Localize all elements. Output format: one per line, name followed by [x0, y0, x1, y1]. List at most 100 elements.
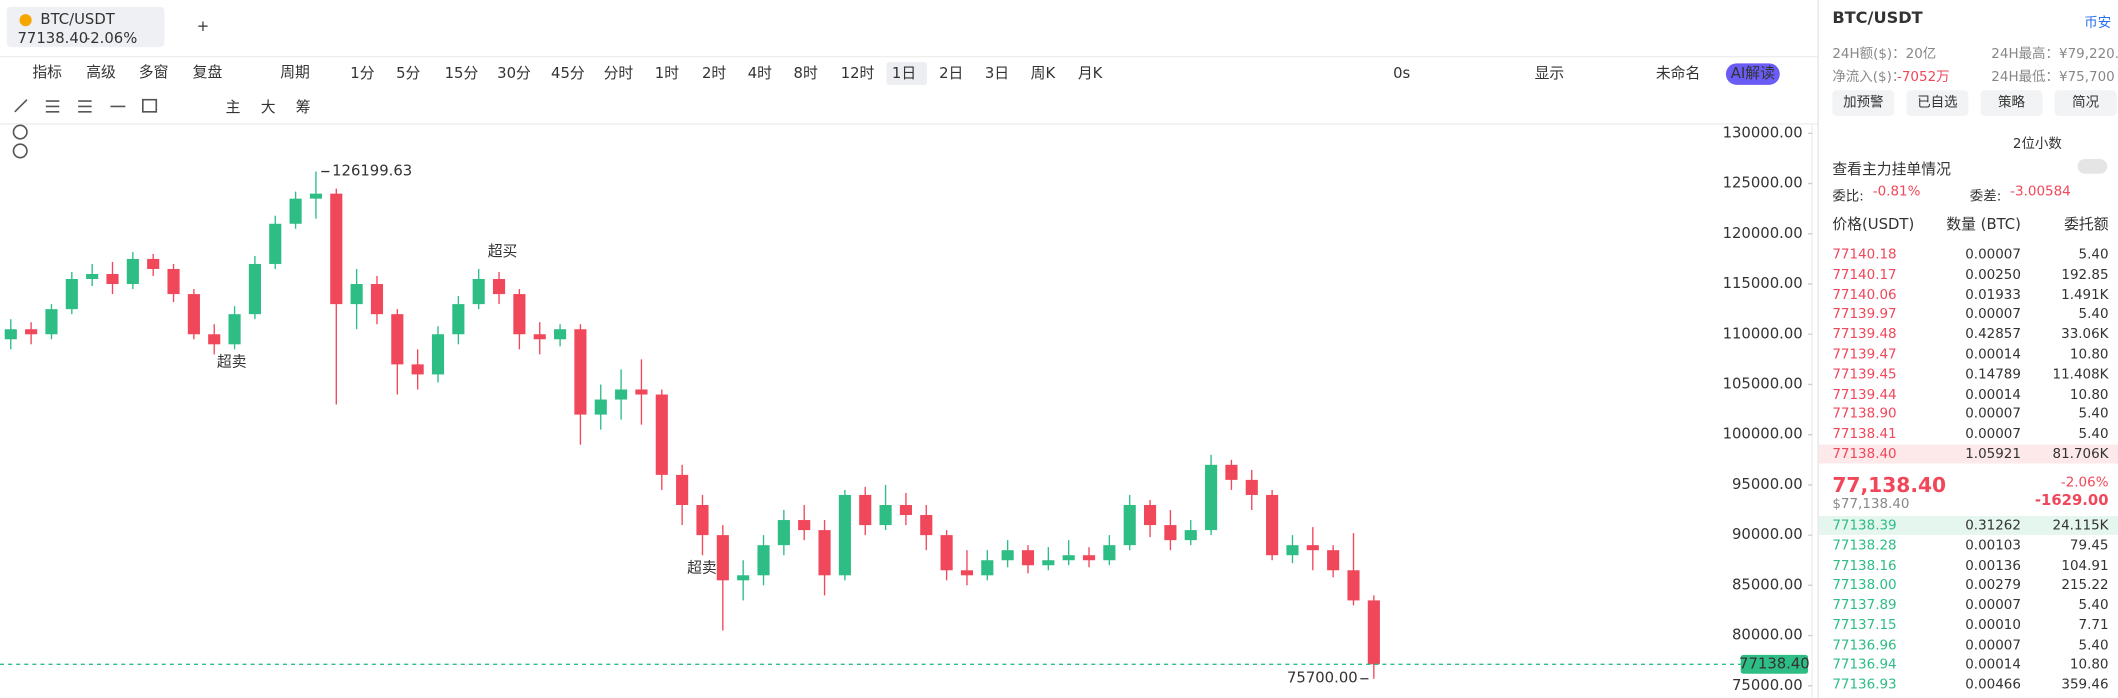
order-book: BTC/USDT 币安 24H额($)：20亿 24H最高：¥79,220.72 净流入… — [1817, 0, 2118, 698]
total: 104.91 — [2061, 558, 2109, 574]
candle-body — [289, 198, 302, 224]
qty: 0.00007 — [1965, 598, 2021, 614]
mid-price: 77,138.40 — [1832, 472, 1947, 498]
ai-label[interactable]: AI解读 — [1731, 65, 1775, 82]
button[interactable]: 加预警 — [1832, 90, 1895, 116]
indicator-button[interactable]: 大 — [261, 99, 276, 116]
total: 79.45 — [2069, 538, 2109, 554]
candle-body — [960, 570, 974, 576]
toolbar-item[interactable]: 指标 — [32, 64, 62, 81]
candle-body — [716, 535, 729, 581]
tab[interactable] — [6, 6, 165, 48]
total: 192.85 — [2061, 267, 2109, 283]
diff: -3.00584 — [2010, 184, 2071, 200]
candle-body — [147, 258, 160, 269]
stat: 24H最高：¥79,220.72 — [1991, 47, 2118, 62]
symbol: BTC/USDT — [1832, 8, 1923, 27]
candle-body — [757, 545, 770, 576]
qty: 0.00014 — [1965, 657, 2021, 673]
total: 33.06K — [2061, 327, 2109, 343]
toolbar-item[interactable]: 显示 — [1535, 65, 1565, 82]
indicator-button[interactable]: 筹 — [296, 99, 311, 116]
period[interactable]: 45分 — [551, 65, 585, 82]
candle-body — [1245, 479, 1258, 495]
period[interactable]: 30分 — [497, 65, 531, 82]
toolbar-item[interactable]: 周期 — [280, 64, 310, 81]
candle-body — [1347, 570, 1360, 601]
y-tick-label: 125000.00 — [1723, 175, 1803, 192]
mid-change-amount: -1629.00 — [2034, 491, 2109, 510]
button[interactable]: 简况 — [2054, 90, 2117, 116]
tab-symbol: BTC/USDT — [40, 11, 115, 28]
price: 77140.06 — [1832, 287, 1897, 303]
price: 77138.00 — [1832, 578, 1897, 594]
toolbar-item[interactable]: 复盘 — [193, 63, 223, 81]
last-price-label: 77138.40 — [1739, 655, 1810, 672]
candle-body — [187, 294, 200, 335]
toolbar-item[interactable]: 未命名 — [1656, 64, 1700, 82]
button[interactable]: 策略 — [1980, 90, 2043, 116]
candle-body — [492, 279, 506, 295]
candle-body — [777, 520, 790, 546]
qty: 0.00007 — [1965, 247, 2021, 263]
total: 10.80 — [2069, 657, 2109, 673]
candle-body — [1306, 545, 1319, 551]
qty: 0.00010 — [1965, 618, 2021, 633]
period[interactable]: 4时 — [748, 65, 772, 82]
candle-body — [920, 515, 933, 536]
candle-body — [940, 535, 953, 571]
period[interactable]: 5分 — [396, 65, 420, 82]
candle-body — [859, 494, 872, 526]
toggle — [2077, 158, 2108, 174]
candle-body — [167, 268, 180, 295]
candle-body — [1286, 545, 1299, 556]
candle-body — [228, 314, 241, 345]
toolbar-item[interactable]: 0s — [1393, 65, 1410, 82]
candle-body — [472, 279, 485, 305]
last-price-box — [1740, 654, 1809, 674]
period[interactable]: 月K — [1078, 65, 1104, 82]
add-tab[interactable]: + — [197, 18, 209, 35]
candle-body — [533, 334, 546, 340]
price: 77140.17 — [1832, 267, 1897, 283]
drawing-tools — [12, 98, 158, 159]
price: 77139.97 — [1832, 307, 1897, 323]
indicator-button[interactable]: 主 — [226, 99, 241, 116]
period[interactable]: 1日 — [892, 65, 916, 82]
candle-body — [330, 193, 343, 305]
period[interactable]: 2日 — [939, 65, 963, 82]
toolbar-item[interactable]: 高级 — [86, 64, 116, 81]
qty: 0.00007 — [1965, 637, 2021, 653]
header: 数量 (BTC) — [1946, 215, 2021, 234]
total: 11.408K — [2052, 367, 2109, 383]
candle-body — [737, 575, 750, 581]
candle-body — [431, 334, 445, 375]
candle-body — [350, 284, 363, 305]
ai-button — [1725, 63, 1780, 85]
candle-body — [86, 273, 99, 280]
period[interactable]: 12时 — [841, 65, 875, 82]
stat: 净流入($)： — [1832, 70, 1906, 85]
candle-body — [269, 223, 282, 264]
candle-body — [838, 494, 851, 576]
period[interactable]: 1分 — [350, 65, 374, 82]
y-tick-label: 90000.00 — [1732, 526, 1803, 543]
period[interactable]: 1时 — [655, 65, 679, 82]
period[interactable]: 2时 — [702, 65, 726, 82]
candle-body — [1042, 560, 1055, 566]
period[interactable]: 15分 — [445, 65, 479, 82]
period[interactable]: 3日 — [985, 65, 1009, 82]
qty: 0.00014 — [1965, 347, 2021, 363]
candle-body — [696, 504, 709, 536]
toolbar-item[interactable]: 多窗 — [139, 63, 169, 81]
period[interactable]: 周K — [1031, 65, 1057, 82]
qty: 0.00250 — [1965, 267, 2021, 283]
button[interactable]: 已自选 — [1906, 90, 1969, 116]
total: 5.40 — [2078, 307, 2109, 323]
period[interactable]: 分时 — [604, 65, 634, 82]
mid-change: -2.06% — [2060, 475, 2109, 491]
period[interactable]: 8时 — [794, 65, 818, 82]
price: 77138.16 — [1832, 558, 1897, 574]
